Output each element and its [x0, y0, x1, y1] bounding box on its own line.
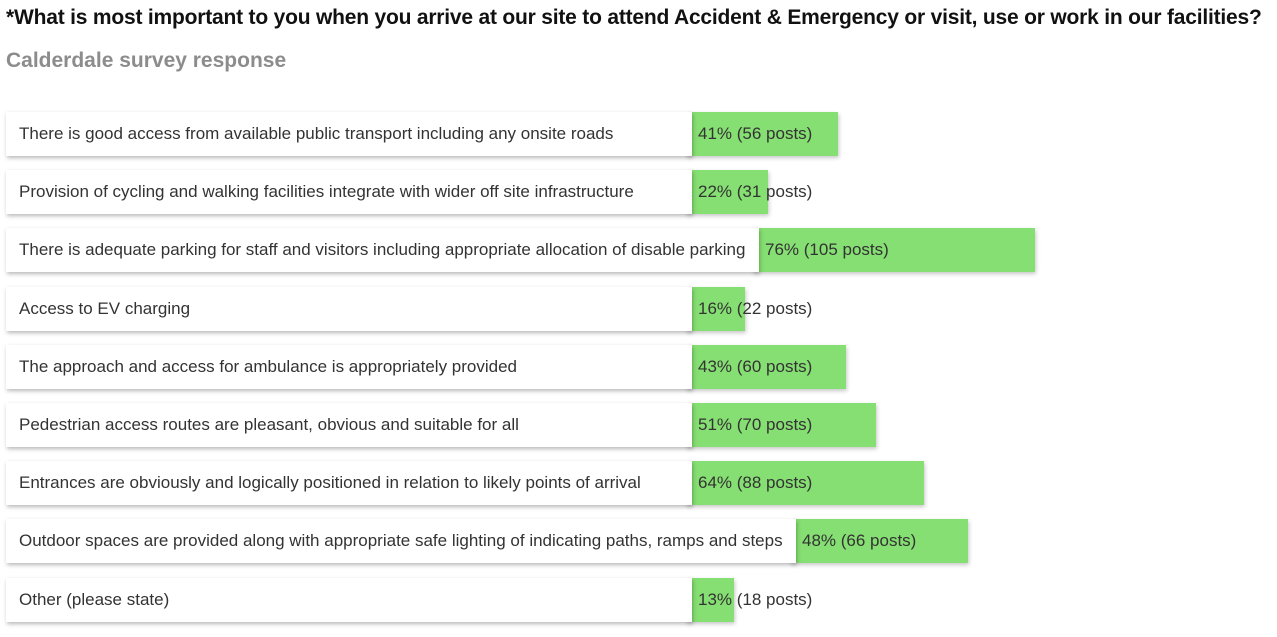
category-label: The approach and access for ambulance is… [6, 345, 692, 389]
bar [686, 461, 924, 505]
page-subtitle: Calderdale survey response [6, 49, 287, 72]
category-label: Access to EV charging [6, 287, 692, 331]
category-label: There is adequate parking for staff and … [6, 228, 759, 272]
category-label: Pedestrian access routes are pleasant, o… [6, 403, 692, 447]
value-label: 43% (60 posts) [698, 357, 813, 376]
value-label: 41% (56 posts) [698, 124, 813, 143]
value-label: 64% (88 posts) [698, 473, 813, 492]
bar [686, 578, 735, 622]
category-label: Other (please state) [6, 578, 692, 622]
category-label: Entrances are obviously and logically po… [6, 461, 692, 505]
bar [753, 228, 1036, 272]
value-label: 22% (31 posts) [698, 182, 813, 201]
value-label: 48% (66 posts) [802, 531, 917, 550]
value-label: 76% (105 posts) [765, 240, 889, 259]
bar [686, 170, 768, 214]
page-title: *What is most important to you when you … [6, 6, 1262, 29]
bar [790, 519, 969, 563]
value-label: 13% (18 posts) [698, 590, 813, 609]
bar [686, 112, 839, 156]
category-label: There is good access from available publ… [6, 112, 692, 156]
bar [686, 287, 746, 331]
category-label: Provision of cycling and walking facilit… [6, 170, 692, 214]
value-label: 16% (22 posts) [698, 299, 813, 318]
bar [686, 345, 846, 389]
category-label: Outdoor spaces are provided along with a… [6, 519, 796, 563]
bar [686, 403, 876, 447]
value-label: 51% (70 posts) [698, 415, 813, 434]
